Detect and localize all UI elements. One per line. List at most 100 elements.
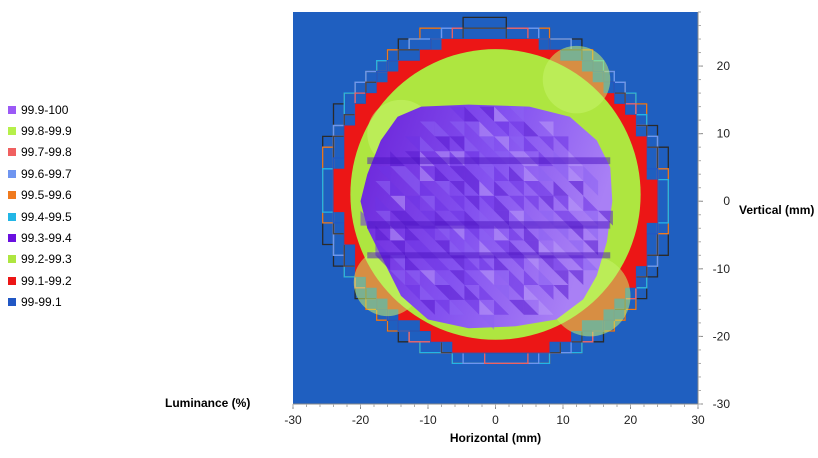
facet [390,210,405,226]
y-tick-label: -20 [713,329,731,343]
facet [390,240,405,256]
legend-label: 99.5-99.6 [21,188,72,203]
facet [479,121,495,137]
facet [568,225,584,241]
facet [449,181,465,196]
facet [494,270,509,285]
facet [405,270,420,285]
legend-swatch [8,212,16,221]
facet [494,106,509,122]
facet [538,210,554,226]
facet [568,181,584,196]
facet [434,166,450,181]
facet [449,121,465,137]
facet [538,181,554,196]
x-tick-label: -10 [419,413,437,427]
legend-item: 99.7-99.8 [8,142,128,163]
facet [523,121,539,137]
legend-label: 99.7-99.8 [21,145,72,160]
legend-title: Luminance (%) [165,396,251,410]
facet [434,270,450,285]
legend-label: 99-99.1 [21,295,62,310]
facet [419,210,435,226]
facet [375,210,391,226]
facet [583,166,599,181]
legend-swatch [8,127,16,136]
facet [464,181,480,196]
facet [523,255,539,271]
facet [434,181,450,196]
purple-facets [360,106,613,330]
y-tick-label: 20 [717,59,731,73]
facet [479,166,495,181]
facet [434,240,450,256]
facet [405,181,420,196]
facet [494,299,509,315]
facet [568,166,584,181]
facet [553,195,569,211]
legend-item: 99-99.1 [8,292,128,313]
y-tick-label: -10 [713,262,731,276]
facet [538,195,554,211]
facet [434,285,450,300]
legend-swatch [8,191,16,200]
facet [464,255,480,271]
facet [494,121,509,137]
facet [390,181,405,196]
x-tick-label: 0 [492,413,499,427]
facet [568,255,584,271]
facet [464,136,480,152]
facet [419,285,435,300]
facet [538,240,554,256]
facet [523,240,539,256]
x-tick-label: 20 [624,413,638,427]
facet [494,195,509,211]
facet [553,240,569,256]
facet [509,136,524,152]
facet [405,195,420,211]
facet [479,255,495,271]
facet [405,255,420,271]
facet [405,166,420,181]
facet [538,285,554,300]
legend-label: 99.3-99.4 [21,231,72,246]
facet [375,195,391,211]
facet [449,299,465,315]
facet [494,151,509,167]
legend-item: 99.4-99.5 [8,206,128,227]
facet [405,225,420,241]
facet [479,106,495,122]
facet [523,285,539,300]
x-tick-label: 30 [691,413,705,427]
facet [405,240,420,256]
facet [583,195,599,211]
purple-stripe-2 [367,252,611,259]
facet [419,240,435,256]
facet [419,121,435,137]
facet [449,225,465,241]
facet [494,136,509,152]
facet [419,270,435,285]
facet [464,225,480,241]
facet [405,285,420,300]
legend-swatch [8,298,16,307]
facet [464,285,480,300]
green-patch-2 [542,45,611,114]
facet [479,314,495,330]
legend-swatch [8,169,16,178]
facet [538,270,554,285]
facet [405,136,420,152]
facet [375,181,391,196]
legend-item: 99.2-99.3 [8,249,128,270]
facet [479,240,495,256]
facet [464,240,480,256]
y-tick-label: -30 [713,397,731,411]
facet [390,195,405,211]
legend-label: 99.6-99.7 [21,166,72,181]
facet [494,166,509,181]
legend-item: 99.8-99.9 [8,120,128,141]
facet [449,106,465,122]
facet [583,255,599,271]
facet [538,225,554,241]
